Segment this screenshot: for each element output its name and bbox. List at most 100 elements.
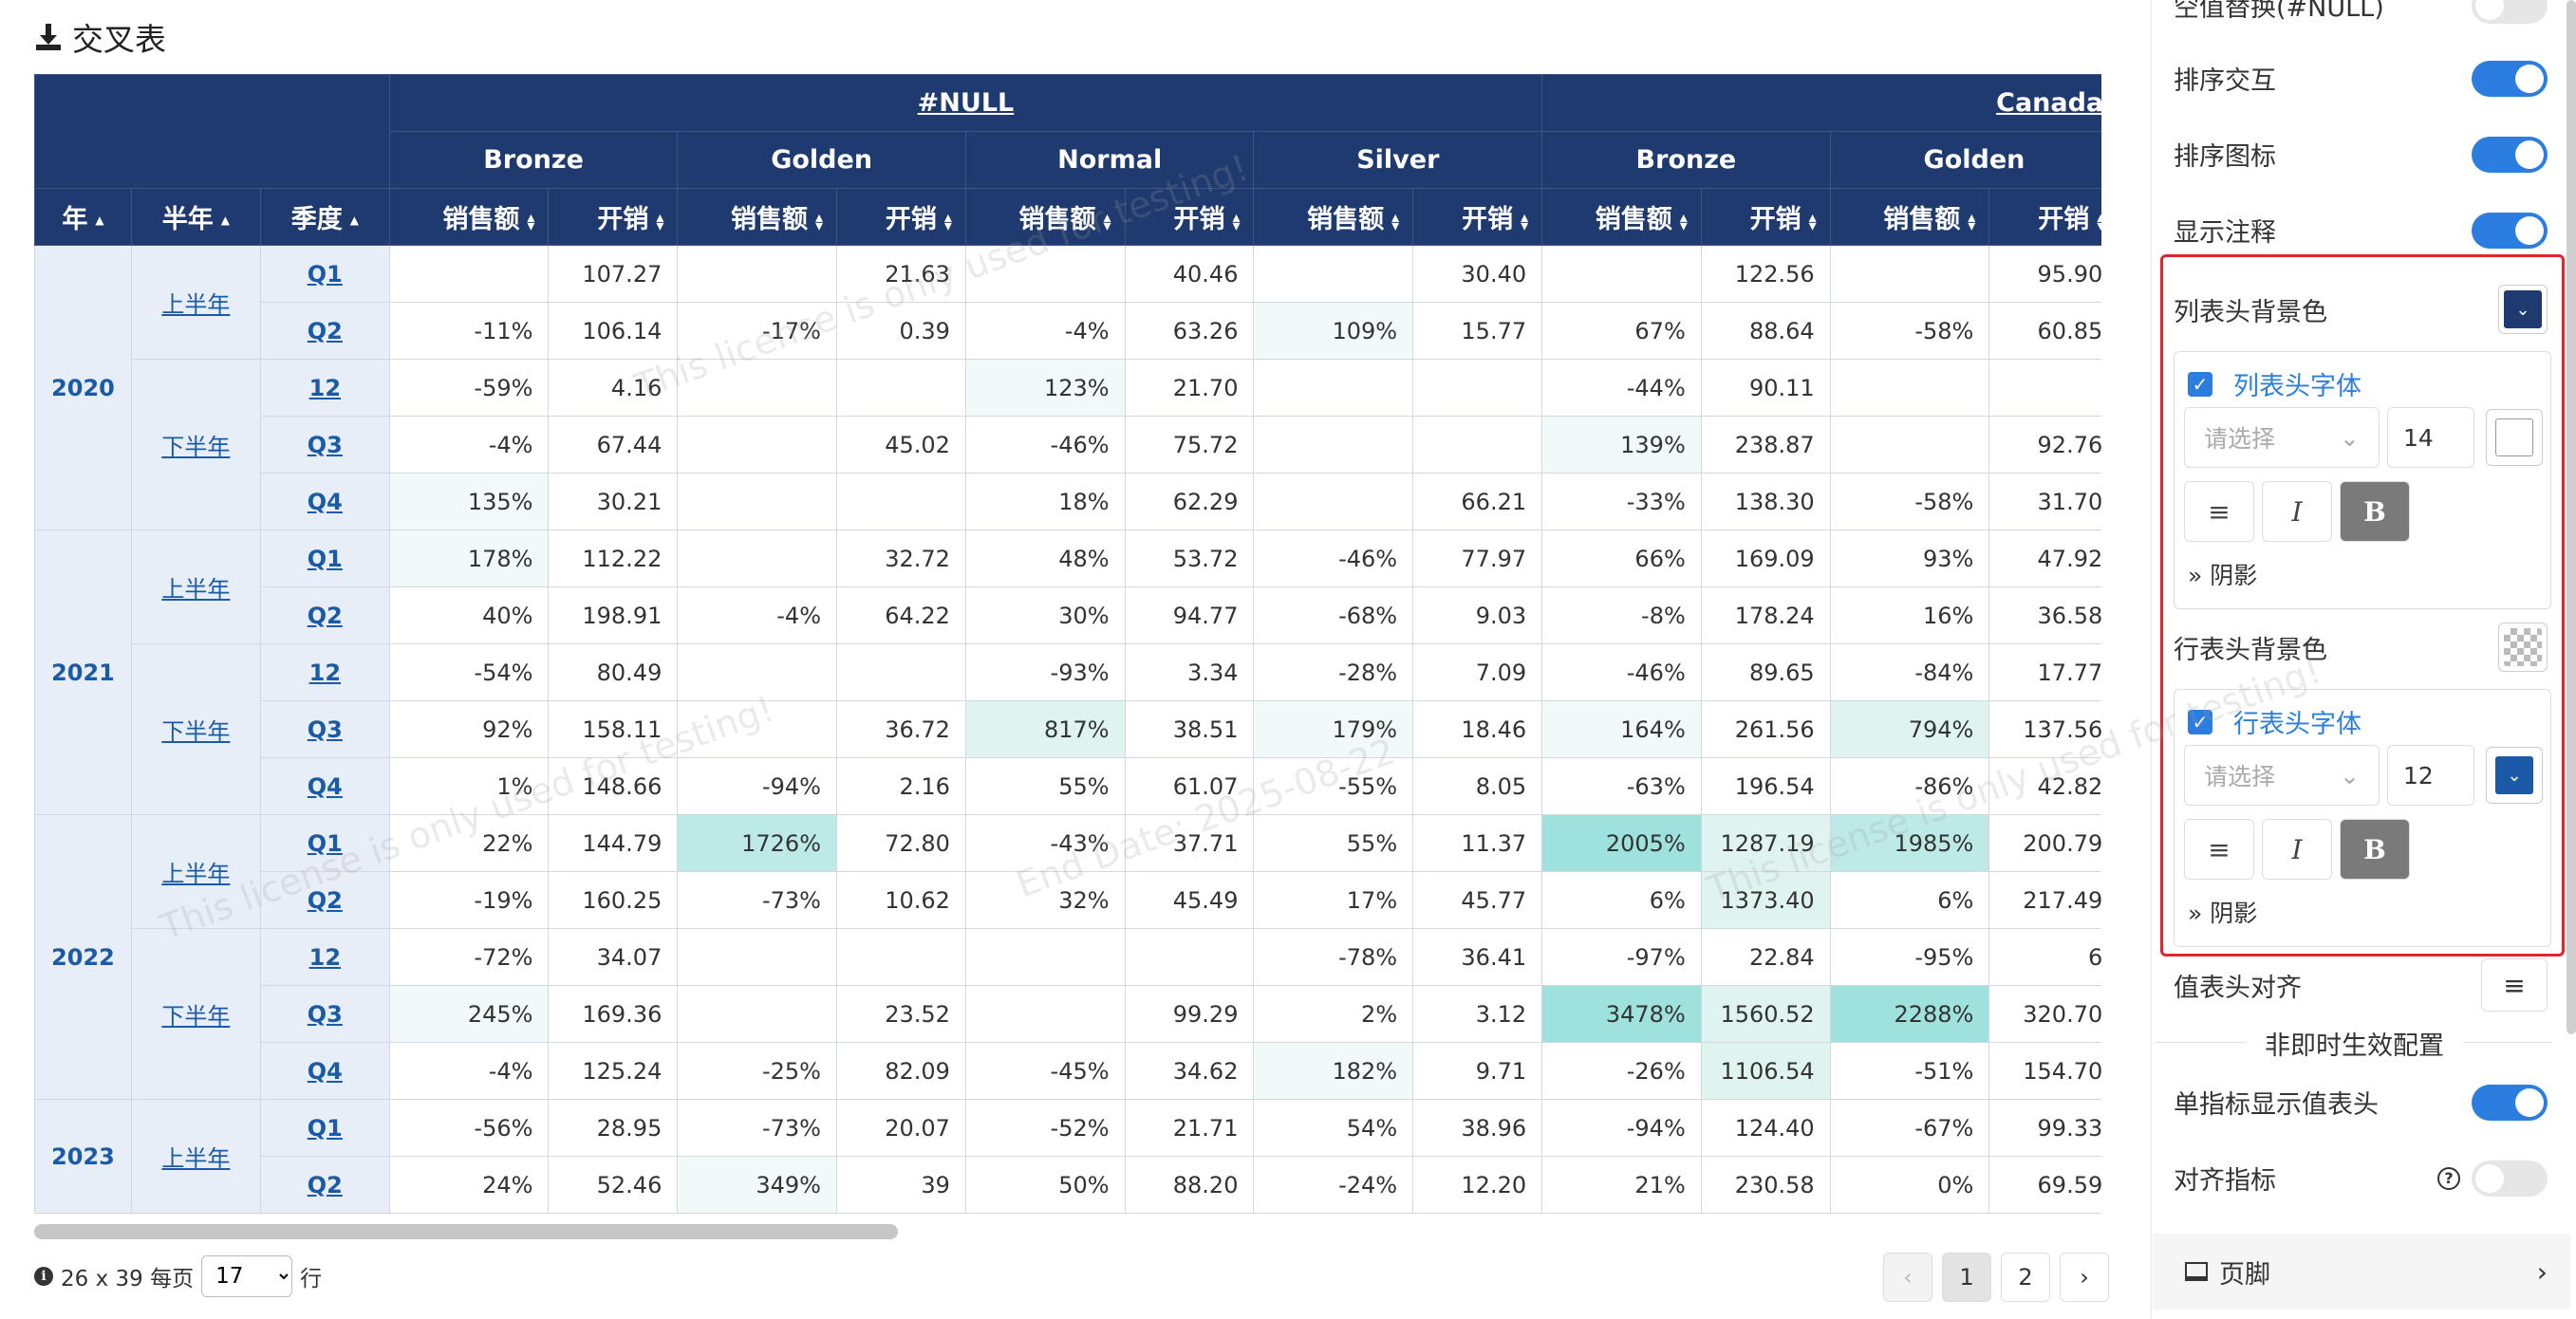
value-cell[interactable]: 0% <box>1829 1156 1990 1214</box>
value-cell[interactable]: -33% <box>1541 473 1702 530</box>
value-cell[interactable]: 30% <box>964 586 1126 644</box>
show-comment-toggle[interactable] <box>2472 212 2548 249</box>
row-dim-header[interactable]: 季度 ▲ <box>259 188 390 246</box>
value-cell[interactable]: 36.41 <box>1412 928 1543 986</box>
value-cell[interactable]: 36.72 <box>836 700 966 758</box>
value-cell[interactable]: 67% <box>1541 302 1702 360</box>
value-cell[interactable]: 64.22 <box>836 586 966 644</box>
value-cell[interactable]: 92% <box>388 700 550 758</box>
sort-asc-icon[interactable]: ▲ <box>95 214 104 227</box>
col-font-size-input[interactable]: 14 <box>2387 407 2474 468</box>
half-year-header[interactable]: 下半年 <box>130 928 261 1100</box>
value-cell[interactable]: 112.22 <box>548 529 679 587</box>
bold-icon[interactable]: B <box>2340 481 2410 542</box>
italic-icon[interactable]: I <box>2262 819 2332 880</box>
value-cell[interactable]: 107.27 <box>548 245 679 303</box>
quarter-header[interactable]: Q4 <box>259 757 390 815</box>
value-cell[interactable]: 144.79 <box>548 814 679 872</box>
value-cell[interactable]: -73% <box>677 871 837 929</box>
quarter-header[interactable]: Q2 <box>259 871 390 929</box>
value-cell[interactable]: 45.77 <box>1412 871 1543 929</box>
value-cell[interactable]: 138.30 <box>1700 473 1831 530</box>
value-cell[interactable] <box>677 643 837 701</box>
value-cell[interactable]: -58% <box>1829 302 1990 360</box>
value-cell[interactable] <box>1253 359 1414 417</box>
value-cell[interactable]: -68% <box>1253 586 1414 644</box>
value-cell[interactable]: 47.92 <box>1988 529 2101 587</box>
row-header-font-checkbox[interactable]: ✓ <box>2188 709 2212 734</box>
value-cell[interactable]: -54% <box>388 643 550 701</box>
value-cell[interactable]: 61.07 <box>1124 757 1255 815</box>
quarter-header[interactable]: Q1 <box>259 1099 390 1157</box>
value-cell[interactable]: 4.16 <box>548 359 679 417</box>
value-cell[interactable]: 1726% <box>677 814 837 872</box>
value-cell[interactable]: -4% <box>388 1042 550 1100</box>
value-cell[interactable]: 32% <box>964 871 1126 929</box>
value-cell[interactable]: 3.34 <box>1124 643 1255 701</box>
page-size-select[interactable]: 17 <box>201 1255 293 1297</box>
row-font-family-select[interactable]: 请选择 ⌄ <box>2184 745 2380 806</box>
value-cell[interactable]: 40% <box>388 586 550 644</box>
value-cell[interactable]: 8.05 <box>1412 757 1543 815</box>
value-cell[interactable]: 320.70 <box>1988 985 2101 1043</box>
value-cell[interactable]: 20.07 <box>836 1099 966 1157</box>
value-cell[interactable]: 36.58 <box>1988 586 2101 644</box>
value-cell[interactable]: 135% <box>388 473 550 530</box>
value-cell[interactable]: 93% <box>1829 529 1990 587</box>
quarter-header[interactable]: Q4 <box>259 1042 390 1100</box>
value-cell[interactable]: 137.56 <box>1988 700 2101 758</box>
value-cell[interactable]: -4% <box>964 302 1126 360</box>
value-cell[interactable] <box>677 985 837 1043</box>
quarter-header[interactable]: 12 <box>259 359 390 417</box>
value-cell[interactable]: 66% <box>1541 529 1702 587</box>
value-cell[interactable]: -59% <box>388 359 550 417</box>
value-cell[interactable] <box>964 245 1126 303</box>
value-header[interactable]: 销售额 ▴ ▾ <box>1829 188 1990 246</box>
value-cell[interactable] <box>836 928 966 986</box>
sort-icon[interactable]: ▴▾ <box>1391 207 1400 234</box>
quarter-header[interactable]: Q1 <box>259 529 390 587</box>
value-cell[interactable]: 88.20 <box>1124 1156 1255 1214</box>
row-font-color-swatch[interactable]: ⌄ <box>2486 747 2543 804</box>
value-cell[interactable]: 60.85 <box>1988 302 2101 360</box>
value-cell[interactable]: 169.09 <box>1700 529 1831 587</box>
value-header[interactable]: 开销▴▾ <box>1124 188 1255 246</box>
value-header[interactable]: 开销▴▾ <box>836 188 966 246</box>
value-cell[interactable]: 80.49 <box>548 643 679 701</box>
value-cell[interactable]: -58% <box>1829 473 1990 530</box>
value-cell[interactable]: 55% <box>964 757 1126 815</box>
value-header[interactable]: 销售额 ▴ ▾ <box>388 188 550 246</box>
value-cell[interactable]: 45.49 <box>1124 871 1255 929</box>
value-cell[interactable]: 158.11 <box>548 700 679 758</box>
value-cell[interactable]: 6% <box>1829 871 1990 929</box>
value-cell[interactable]: 12.20 <box>1412 1156 1543 1214</box>
value-cell[interactable]: -44% <box>1541 359 1702 417</box>
value-cell[interactable]: 32.72 <box>836 529 966 587</box>
value-cell[interactable]: -46% <box>1541 643 1702 701</box>
value-cell[interactable]: 89.65 <box>1700 643 1831 701</box>
value-cell[interactable]: 22.84 <box>1700 928 1831 986</box>
row-font-size-input[interactable]: 12 <box>2387 745 2474 806</box>
value-cell[interactable]: -28% <box>1253 643 1414 701</box>
value-cell[interactable]: 178% <box>388 529 550 587</box>
half-year-header[interactable]: 上半年 <box>130 814 261 929</box>
value-cell[interactable]: 1% <box>388 757 550 815</box>
value-cell[interactable]: 18% <box>964 473 1126 530</box>
value-cell[interactable]: 16% <box>1829 586 1990 644</box>
value-cell[interactable]: 2.16 <box>836 757 966 815</box>
value-cell[interactable]: -67% <box>1829 1099 1990 1157</box>
value-cell[interactable]: 125.24 <box>548 1042 679 1100</box>
value-cell[interactable]: 17% <box>1253 871 1414 929</box>
value-cell[interactable]: 3478% <box>1541 985 1702 1043</box>
value-cell[interactable]: 1560.52 <box>1700 985 1831 1043</box>
value-cell[interactable]: 39 <box>836 1156 966 1214</box>
value-cell[interactable]: 92.76 <box>1988 416 2101 474</box>
row-shadow-toggle[interactable]: » 阴影 <box>2188 900 2258 927</box>
value-cell[interactable]: -8% <box>1541 586 1702 644</box>
sort-icon[interactable]: ▴▾ <box>527 207 535 234</box>
panel-scrollbar[interactable] <box>2567 0 2576 1034</box>
value-cell[interactable] <box>677 473 837 530</box>
value-cell[interactable]: 148.66 <box>548 757 679 815</box>
value-cell[interactable]: -24% <box>1253 1156 1414 1214</box>
value-header[interactable]: 开销▴▾ <box>548 188 679 246</box>
